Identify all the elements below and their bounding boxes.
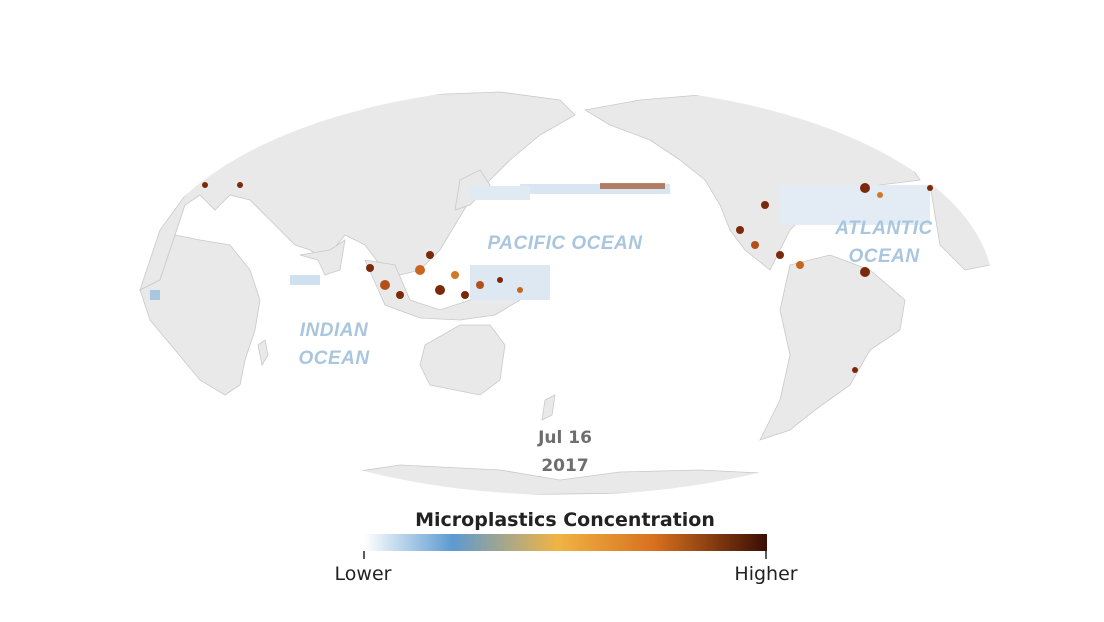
indian-label: OCEAN — [298, 348, 370, 369]
indian-label: INDIAN — [300, 320, 369, 341]
land-madagascar — [257, 339, 269, 367]
land-africa — [139, 234, 261, 396]
hotspot — [751, 241, 759, 249]
land-india — [299, 239, 346, 276]
hotspot — [796, 261, 804, 269]
patch — [470, 265, 550, 300]
patch — [780, 185, 930, 225]
hotspots — [202, 182, 933, 373]
patch — [600, 183, 665, 189]
atlantic-label: ATLANTIC — [834, 218, 933, 239]
atlantic-label: OCEAN — [848, 246, 920, 267]
hotspot — [380, 280, 390, 290]
hotspot — [461, 291, 469, 299]
land-australia — [419, 324, 506, 396]
hotspot — [415, 265, 425, 275]
hotspot — [761, 201, 769, 209]
patch — [150, 290, 160, 300]
hotspot — [202, 182, 208, 188]
land-nz — [541, 394, 556, 421]
hotspot — [927, 185, 933, 191]
hotspot — [396, 291, 404, 299]
hotspot — [426, 251, 434, 259]
hotspot — [852, 367, 858, 373]
legend: Microplastics Concentration Lower Higher — [335, 509, 798, 585]
ocean-labels: PACIFIC OCEAN ATLANTIC OCEAN INDIAN OCEA… — [298, 218, 932, 369]
hotspot — [776, 251, 784, 259]
legend-title: Microplastics Concentration — [415, 509, 715, 531]
color-scale — [364, 534, 767, 551]
date-day: Jul 16 — [537, 428, 592, 448]
hotspot — [497, 277, 503, 283]
hotspot — [237, 182, 243, 188]
legend-low: Lower — [335, 563, 392, 585]
hotspot — [860, 267, 870, 277]
date-year: 2017 — [541, 456, 588, 476]
legend-high: Higher — [734, 563, 797, 585]
patch — [290, 275, 320, 285]
patch — [470, 186, 530, 200]
concentration-patches — [150, 183, 930, 300]
hotspot — [366, 264, 374, 272]
hotspot — [517, 287, 523, 293]
hotspot — [736, 226, 744, 234]
hotspot — [435, 285, 445, 295]
hotspot — [877, 192, 883, 198]
pacific-label: PACIFIC OCEAN — [488, 233, 644, 254]
hotspot — [476, 281, 484, 289]
land-south-america — [759, 254, 906, 441]
hotspot — [860, 183, 870, 193]
hotspot — [451, 271, 459, 279]
patch — [520, 184, 670, 194]
